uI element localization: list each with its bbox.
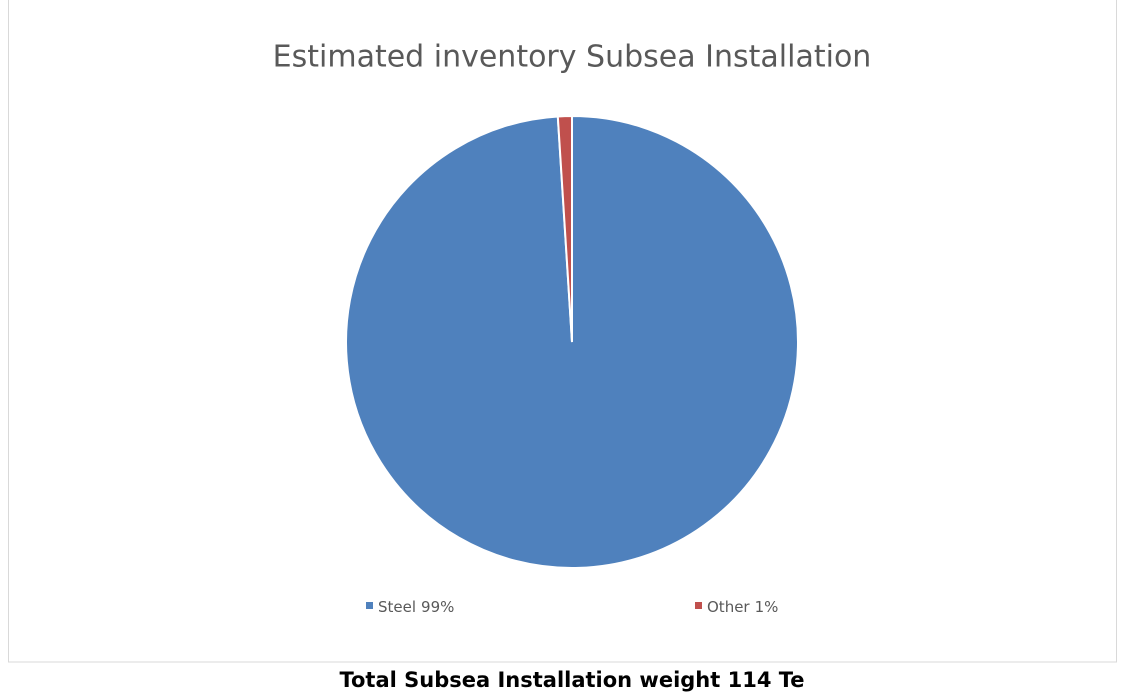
legend-label: Other 1% — [707, 598, 778, 616]
legend-name: Other — [707, 598, 750, 616]
legend-label: Steel 99% — [378, 598, 454, 616]
caption: Total Subsea Installation weight 114 Te — [339, 668, 804, 692]
chart-title: Estimated inventory Subsea Installation — [273, 40, 872, 75]
legend-value: 1% — [755, 598, 779, 616]
legend-swatch — [695, 602, 702, 609]
legend-value: 99% — [421, 598, 454, 616]
legend-name: Steel — [378, 598, 416, 616]
pie-slice — [556, 114, 573, 343]
legend-swatch — [366, 602, 373, 609]
